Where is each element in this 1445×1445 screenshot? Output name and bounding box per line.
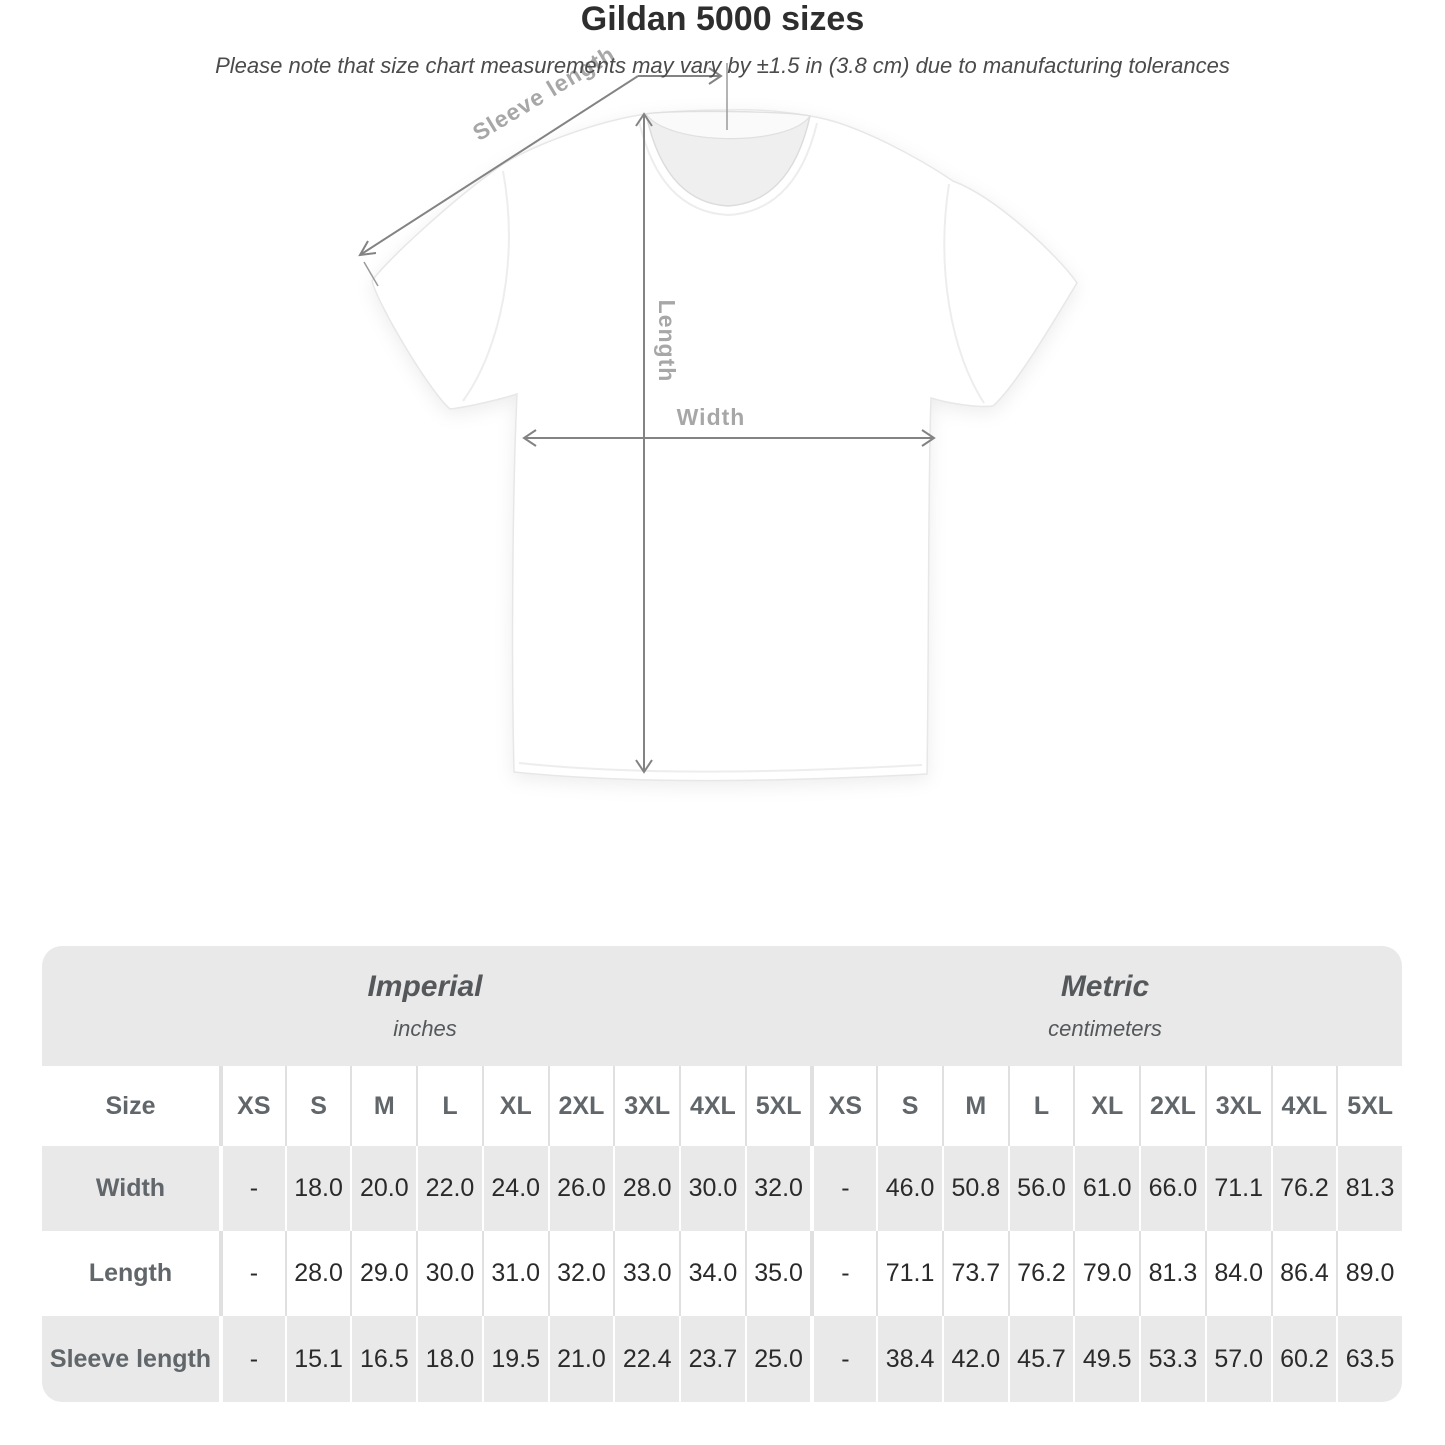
imperial-section-header: Imperial inches	[42, 946, 808, 1066]
table-cell: 35.0	[744, 1231, 811, 1316]
table-cell: -	[810, 1316, 877, 1402]
length-label: Length	[654, 300, 680, 383]
col-header-imperial-m: M	[350, 1066, 417, 1146]
col-header-metric-m: M	[941, 1066, 1008, 1146]
width-label: Width	[677, 404, 746, 430]
table-cell: 84.0	[1204, 1231, 1271, 1316]
tshirt-illustration	[371, 109, 1078, 782]
table-cell: 50.8	[941, 1146, 1008, 1231]
table-cell: 81.3	[1139, 1231, 1205, 1316]
row-label: Length	[42, 1231, 219, 1316]
table-cell: 29.0	[350, 1231, 417, 1316]
table-cell: 57.0	[1204, 1316, 1271, 1402]
table-cell: 66.0	[1139, 1146, 1205, 1231]
collar-band	[644, 110, 812, 140]
table-cell: 60.2	[1270, 1316, 1337, 1402]
col-header-imperial-s: S	[284, 1066, 351, 1146]
col-header-metric-4xl: 4XL	[1270, 1066, 1337, 1146]
table-cell: -	[810, 1231, 877, 1316]
table-cell: 56.0	[1007, 1146, 1074, 1231]
table-cell: 71.1	[1204, 1146, 1271, 1231]
table-cell: 28.0	[284, 1231, 351, 1316]
table-cell: 76.2	[1007, 1231, 1074, 1316]
table-cell: 20.0	[350, 1146, 417, 1231]
table-cell: 53.3	[1139, 1316, 1205, 1402]
size-table: Imperial inches Metric centimeters Size …	[42, 946, 1402, 1402]
table-cell: 30.0	[679, 1146, 745, 1231]
col-header-metric-s: S	[876, 1066, 942, 1146]
width-dimension: Width	[522, 404, 936, 447]
table-cell: 23.7	[679, 1316, 745, 1402]
table-cell: 61.0	[1073, 1146, 1140, 1231]
table-cell: 89.0	[1336, 1231, 1402, 1316]
table-cell: 79.0	[1073, 1231, 1140, 1316]
table-cell: 18.0	[416, 1316, 482, 1402]
table-cell: 86.4	[1270, 1231, 1337, 1316]
table-cell: 30.0	[416, 1231, 482, 1316]
col-header-imperial-5xl: 5XL	[744, 1066, 811, 1146]
table-cell: 25.0	[744, 1316, 811, 1402]
table-cell: 24.0	[481, 1146, 548, 1231]
metric-section-header: Metric centimeters	[808, 946, 1402, 1066]
table-cell: 49.5	[1073, 1316, 1140, 1402]
length-dimension: Length	[635, 112, 680, 774]
col-header-metric-5xl: 5XL	[1336, 1066, 1402, 1146]
table-row-sleeve-length: Sleeve length - 15.1 16.5 18.0 19.5 21.0…	[42, 1316, 1402, 1402]
page-title: Gildan 5000 sizes	[580, 0, 865, 38]
col-header-metric-3xl: 3XL	[1204, 1066, 1271, 1146]
size-header-row: Size XS S M L XL 2XL 3XL 4XL 5XL XS S M …	[42, 1066, 1402, 1146]
col-header-metric-xl: XL	[1073, 1066, 1140, 1146]
table-row-width: Width - 18.0 20.0 22.0 24.0 26.0 28.0 30…	[42, 1146, 1402, 1231]
table-cell: 33.0	[613, 1231, 680, 1316]
tolerance-note: Please note that size chart measurements…	[215, 53, 1230, 78]
col-header-imperial-xl: XL	[481, 1066, 548, 1146]
table-cell: 16.5	[350, 1316, 417, 1402]
col-header-imperial-l: L	[416, 1066, 482, 1146]
metric-title: Metric	[1060, 970, 1150, 1003]
row-label: Width	[42, 1146, 219, 1231]
col-header-imperial-3xl: 3XL	[613, 1066, 680, 1146]
col-header-imperial-4xl: 4XL	[679, 1066, 745, 1146]
tshirt-measurement-diagram: Length Width Sleeve length	[358, 40, 1078, 782]
table-cell: 32.0	[744, 1146, 811, 1231]
imperial-unit: inches	[393, 1016, 457, 1041]
table-cell: 31.0	[481, 1231, 548, 1316]
table-cell: 32.0	[547, 1231, 614, 1316]
table-cell: 19.5	[481, 1316, 548, 1402]
size-column-header: Size	[42, 1066, 219, 1146]
metric-unit: centimeters	[1048, 1016, 1162, 1041]
table-cell: 34.0	[679, 1231, 745, 1316]
units-band: Imperial inches Metric centimeters	[42, 946, 1402, 1066]
row-label: Sleeve length	[42, 1316, 219, 1402]
col-header-imperial-xs: XS	[219, 1066, 285, 1146]
table-cell: -	[810, 1146, 877, 1231]
table-cell: 76.2	[1270, 1146, 1337, 1231]
table-cell: -	[219, 1231, 285, 1316]
table-cell: 63.5	[1336, 1316, 1402, 1402]
table-cell: 45.7	[1007, 1316, 1074, 1402]
table-cell: 26.0	[547, 1146, 614, 1231]
table-cell: -	[219, 1316, 285, 1402]
col-header-metric-2xl: 2XL	[1139, 1066, 1205, 1146]
table-cell: 38.4	[876, 1316, 942, 1402]
imperial-title: Imperial	[367, 970, 483, 1003]
table-cell: 46.0	[876, 1146, 942, 1231]
col-header-metric-xs: XS	[810, 1066, 877, 1146]
table-cell: 71.1	[876, 1231, 942, 1316]
table-cell: 18.0	[284, 1146, 351, 1231]
table-cell: 21.0	[547, 1316, 614, 1402]
table-cell: -	[219, 1146, 285, 1231]
col-header-imperial-2xl: 2XL	[547, 1066, 614, 1146]
table-cell: 22.4	[613, 1316, 680, 1402]
table-cell: 28.0	[613, 1146, 680, 1231]
table-cell: 81.3	[1336, 1146, 1402, 1231]
table-row-length: Length - 28.0 29.0 30.0 31.0 32.0 33.0 3…	[42, 1231, 1402, 1316]
col-header-metric-l: L	[1007, 1066, 1074, 1146]
table-cell: 15.1	[284, 1316, 351, 1402]
table-cell: 42.0	[941, 1316, 1008, 1402]
table-cell: 22.0	[416, 1146, 482, 1231]
table-cell: 73.7	[941, 1231, 1008, 1316]
